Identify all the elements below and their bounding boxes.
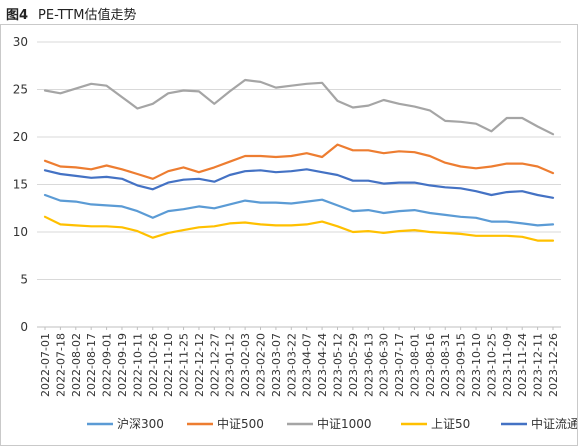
- series-line: [43, 168, 555, 199]
- x-tick-label: 2023-09-15: [455, 333, 468, 397]
- x-tick-label: 2023-07-17: [393, 333, 406, 397]
- x-tick-label: 2023-12-26: [547, 333, 560, 397]
- chart-frame: 0 5 10 15 20 25 30 2022-07-01 2022-07-18 2022-08-…: [0, 24, 578, 446]
- series-line: [43, 143, 555, 180]
- x-tick-label: 2023-04-24: [316, 333, 329, 397]
- x-tick-label: 2023-12-11: [532, 333, 545, 397]
- y-tick-label: 0: [20, 320, 28, 334]
- x-tick-label: 2023-04-07: [301, 333, 314, 397]
- y-tick-label: 20: [13, 130, 28, 144]
- x-tick-label: 2022-11-10: [162, 333, 175, 397]
- x-tick-label: 2023-11-24: [516, 333, 529, 397]
- x-tick-label: 2023-06-30: [378, 333, 391, 397]
- x-tick-label: 2023-01-12: [224, 333, 237, 397]
- x-tick-label: 2023-03-07: [270, 333, 283, 397]
- series-line: [43, 78, 555, 136]
- figure-title-text: PE-TTM估值走势: [38, 8, 137, 23]
- series-line: [43, 215, 555, 242]
- x-tick-label: 2022-07-18: [54, 333, 67, 397]
- x-tick-label: 2022-10-11: [131, 333, 144, 397]
- x-tick-label: 2022-09-19: [116, 333, 129, 397]
- x-tick-label: 2022-11-25: [178, 333, 191, 397]
- x-tick-label: 2023-08-16: [424, 333, 437, 397]
- y-tick-label: 15: [13, 178, 28, 192]
- x-tick-label: 2023-10-10: [470, 333, 483, 397]
- x-tick-label: 2023-02-03: [239, 333, 252, 397]
- legend-label: 沪深300: [117, 417, 164, 431]
- x-tick-label: 2022-07-01: [39, 333, 52, 397]
- legend-label: 中证1000: [317, 416, 372, 431]
- legend-label: 中证500: [217, 416, 264, 431]
- figure-number: 图4: [6, 8, 29, 23]
- x-tick-label: 2022-08-02: [70, 333, 83, 397]
- x-tick-label: 2022-12-12: [193, 333, 206, 397]
- y-tick-label: 30: [13, 35, 28, 49]
- x-tick-label: 2023-03-22: [285, 333, 298, 397]
- legend-label: 上证50: [431, 417, 470, 431]
- x-tick-label: 2022-09-01: [101, 333, 114, 397]
- series-line: [43, 193, 555, 227]
- y-tick-label: 5: [20, 273, 28, 287]
- x-tick-label: 2023-10-25: [485, 333, 498, 397]
- x-tick-label: 2022-08-17: [85, 333, 98, 397]
- legend-label: 中证流通: [531, 416, 577, 431]
- x-tick-label: 2022-12-27: [208, 333, 221, 397]
- x-tick-label: 2022-10-26: [147, 333, 160, 397]
- x-tick-label: 2023-02-20: [255, 333, 268, 397]
- x-tick-label: 2023-11-09: [501, 333, 514, 397]
- x-tick-label: 2023-08-31: [439, 333, 452, 397]
- figure-title: 图4 PE-TTM估值走势: [6, 4, 136, 23]
- y-tick-label: 10: [13, 225, 28, 239]
- x-tick-label: 2023-06-13: [362, 333, 375, 397]
- x-tick-label: 2023-05-12: [331, 333, 344, 397]
- x-tick-label: 2023-08-01: [408, 333, 421, 397]
- y-tick-label: 25: [13, 83, 28, 97]
- x-tick-label: 2023-05-29: [347, 333, 360, 397]
